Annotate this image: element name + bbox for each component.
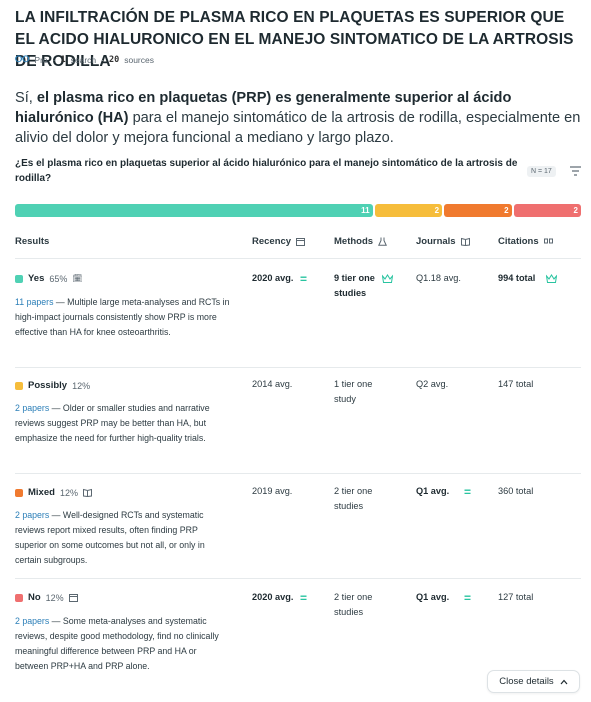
page-title: LA INFILTRACIÓN DE PLASMA RICO EN PLAQUE… [15, 9, 574, 70]
book-icon [82, 488, 92, 497]
crown-icon [546, 274, 557, 283]
result-label-no[interactable]: No 12% [15, 592, 78, 603]
methods-possibly: 1 tier one study [334, 379, 373, 404]
methods-no: 2 tier one studies [334, 592, 373, 617]
search-meta: ⭘⭘ Pro · 1 search · 20 sources [15, 54, 154, 65]
equal-icon: = [300, 272, 308, 286]
yes-color-swatch [15, 274, 23, 283]
consensus-distribution-bar: 11 2 2 2 [15, 204, 581, 217]
citations-mixed: 360 total [498, 486, 534, 496]
distribution-segment: 11 [15, 204, 373, 217]
header-divider [15, 258, 581, 259]
citations-possibly: 147 total [498, 379, 534, 389]
journals-mixed: Q1 avg. [416, 486, 450, 496]
row-divider [15, 473, 581, 474]
result-description-yes: 11 papers — Multiple large meta-analyses… [15, 297, 230, 337]
methods-mixed: 2 tier one studies [334, 486, 373, 511]
papers-link[interactable]: 11 papers [15, 297, 54, 307]
result-description-no: 2 papers — Some meta-analyses and system… [15, 616, 219, 671]
journals-yes: Q1.18 avg. [416, 273, 461, 283]
row-divider [15, 578, 581, 579]
close-details-button[interactable]: Close details [487, 670, 580, 693]
column-journals[interactable]: Journals [416, 236, 470, 247]
row-divider [15, 367, 581, 368]
result-description-possibly: 2 papers — Older or smaller studies and … [15, 403, 210, 443]
answer-summary: Sí, el plasma rico en plaquetas (PRP) es… [15, 90, 581, 146]
result-label-possibly[interactable]: Possibly 12% [15, 380, 90, 391]
result-description-mixed: 2 papers — Well-designed RCTs and system… [15, 510, 205, 565]
recency-mixed: 2019 avg. [252, 486, 293, 496]
mode-label: Pro [34, 54, 48, 65]
recency-no: 2020 avg. [252, 592, 294, 602]
equal-icon: = [464, 485, 472, 499]
column-methods[interactable]: Methods [334, 236, 388, 247]
consensus-question: ¿Es el plasma rico en plaquetas superior… [15, 158, 518, 184]
no-color-swatch [15, 593, 23, 602]
calendar-icon [68, 594, 78, 602]
recency-possibly: 2014 avg. [252, 379, 293, 389]
search-count: 1 [60, 54, 66, 65]
recency-yes: 2020 avg. [252, 273, 294, 283]
papers-link[interactable]: 2 papers [15, 403, 50, 413]
yes-filter-icons: 🗓︎ [72, 274, 83, 283]
sample-size-badge: N = 17 [527, 166, 556, 177]
citations-yes: 994 total [498, 273, 536, 283]
book-icon [460, 237, 470, 246]
column-recency[interactable]: Recency [252, 236, 306, 247]
papers-link[interactable]: 2 papers [15, 510, 50, 520]
column-results: Results [15, 236, 50, 247]
result-label-yes[interactable]: Yes 65% 🗓︎ [15, 273, 83, 284]
filter-icon[interactable] [570, 166, 581, 176]
journals-possibly: Q2 avg. [416, 379, 449, 389]
journals-no: Q1 avg. [416, 592, 450, 602]
result-label-mixed[interactable]: Mixed 12% [15, 487, 92, 498]
quote-icon [543, 238, 553, 244]
search-label: search [70, 54, 97, 65]
binoculars-icon: ⭘⭘ [15, 54, 30, 64]
mixed-color-swatch [15, 488, 23, 497]
calendar-icon [296, 238, 306, 246]
sources-label: sources [124, 54, 154, 65]
methods-yes: 9 tier one studies [334, 273, 375, 298]
distribution-segment: 2 [513, 204, 581, 217]
distribution-segment: 2 [374, 204, 443, 217]
flask-icon [378, 237, 388, 246]
crown-icon [382, 274, 393, 283]
distribution-segment: 2 [444, 204, 512, 217]
equal-icon: = [464, 591, 472, 605]
column-citations[interactable]: Citations [498, 236, 553, 247]
possibly-color-swatch [15, 381, 23, 390]
papers-link[interactable]: 2 papers [15, 616, 50, 626]
sources-count: 20 [108, 54, 120, 65]
chevron-up-icon [560, 679, 568, 684]
citations-no: 127 total [498, 592, 534, 602]
equal-icon: = [300, 591, 308, 605]
